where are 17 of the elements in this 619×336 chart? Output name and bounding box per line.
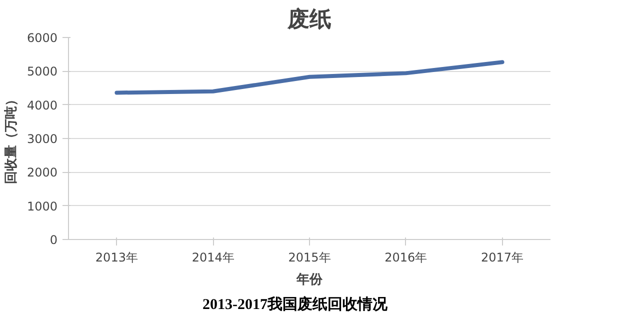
y-tick-label: 2000 <box>26 166 58 180</box>
x-tick-label: 2015年 <box>288 250 331 264</box>
y-tick-label: 4000 <box>26 98 58 112</box>
x-tick-label: 2014年 <box>192 250 234 264</box>
text: 2013-2017我国废纸回收情况 <box>202 295 388 315</box>
chart-title: 废纸 <box>286 6 332 32</box>
y-tick-label: 1000 <box>26 199 58 214</box>
y-tick-label: 6000 <box>26 31 58 45</box>
x-axis-title: 年份 <box>296 272 324 288</box>
y-tick-label: 5000 <box>26 64 58 79</box>
x-tick-label: 2017年 <box>481 250 524 264</box>
line-series <box>114 60 504 95</box>
y-tick-label: 3000 <box>26 132 58 146</box>
x-tick-label: 2013年 <box>95 250 138 264</box>
x-tick-label: 2016年 <box>384 250 428 264</box>
y-tick-label: 0 <box>50 233 58 247</box>
y-axis-title: 回收量（万吨） <box>4 93 19 184</box>
